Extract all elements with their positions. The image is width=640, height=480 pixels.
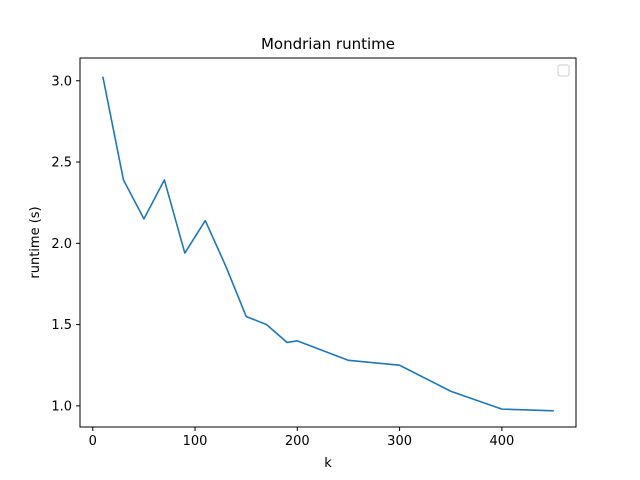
x-tick-label: 300: [387, 434, 412, 449]
y-axis-label: runtime (s): [28, 206, 43, 278]
x-axis-ticks: 0 100 200 300 400: [89, 427, 514, 449]
axes-frame: [79, 57, 577, 428]
x-tick-label: 0: [89, 434, 97, 449]
legend-box: [557, 64, 570, 77]
chart-title: Mondrian runtime: [261, 35, 395, 53]
x-tick-label: 200: [285, 434, 310, 449]
y-tick-label: 1.5: [51, 318, 72, 333]
plot-area: [102, 76, 554, 412]
x-axis-label: k: [324, 456, 332, 471]
legend: [557, 64, 570, 77]
series-line: [102, 76, 554, 412]
x-tick-label: 400: [489, 434, 514, 449]
y-tick-label: 2.5: [51, 156, 72, 171]
y-tick-label: 3.0: [51, 74, 72, 89]
x-tick-label: 100: [183, 434, 208, 449]
y-tick-label: 2.0: [51, 237, 72, 252]
y-axis-ticks: 1.0 1.5 2.0 2.5 3.0: [51, 74, 80, 414]
y-tick-label: 1.0: [51, 399, 72, 414]
